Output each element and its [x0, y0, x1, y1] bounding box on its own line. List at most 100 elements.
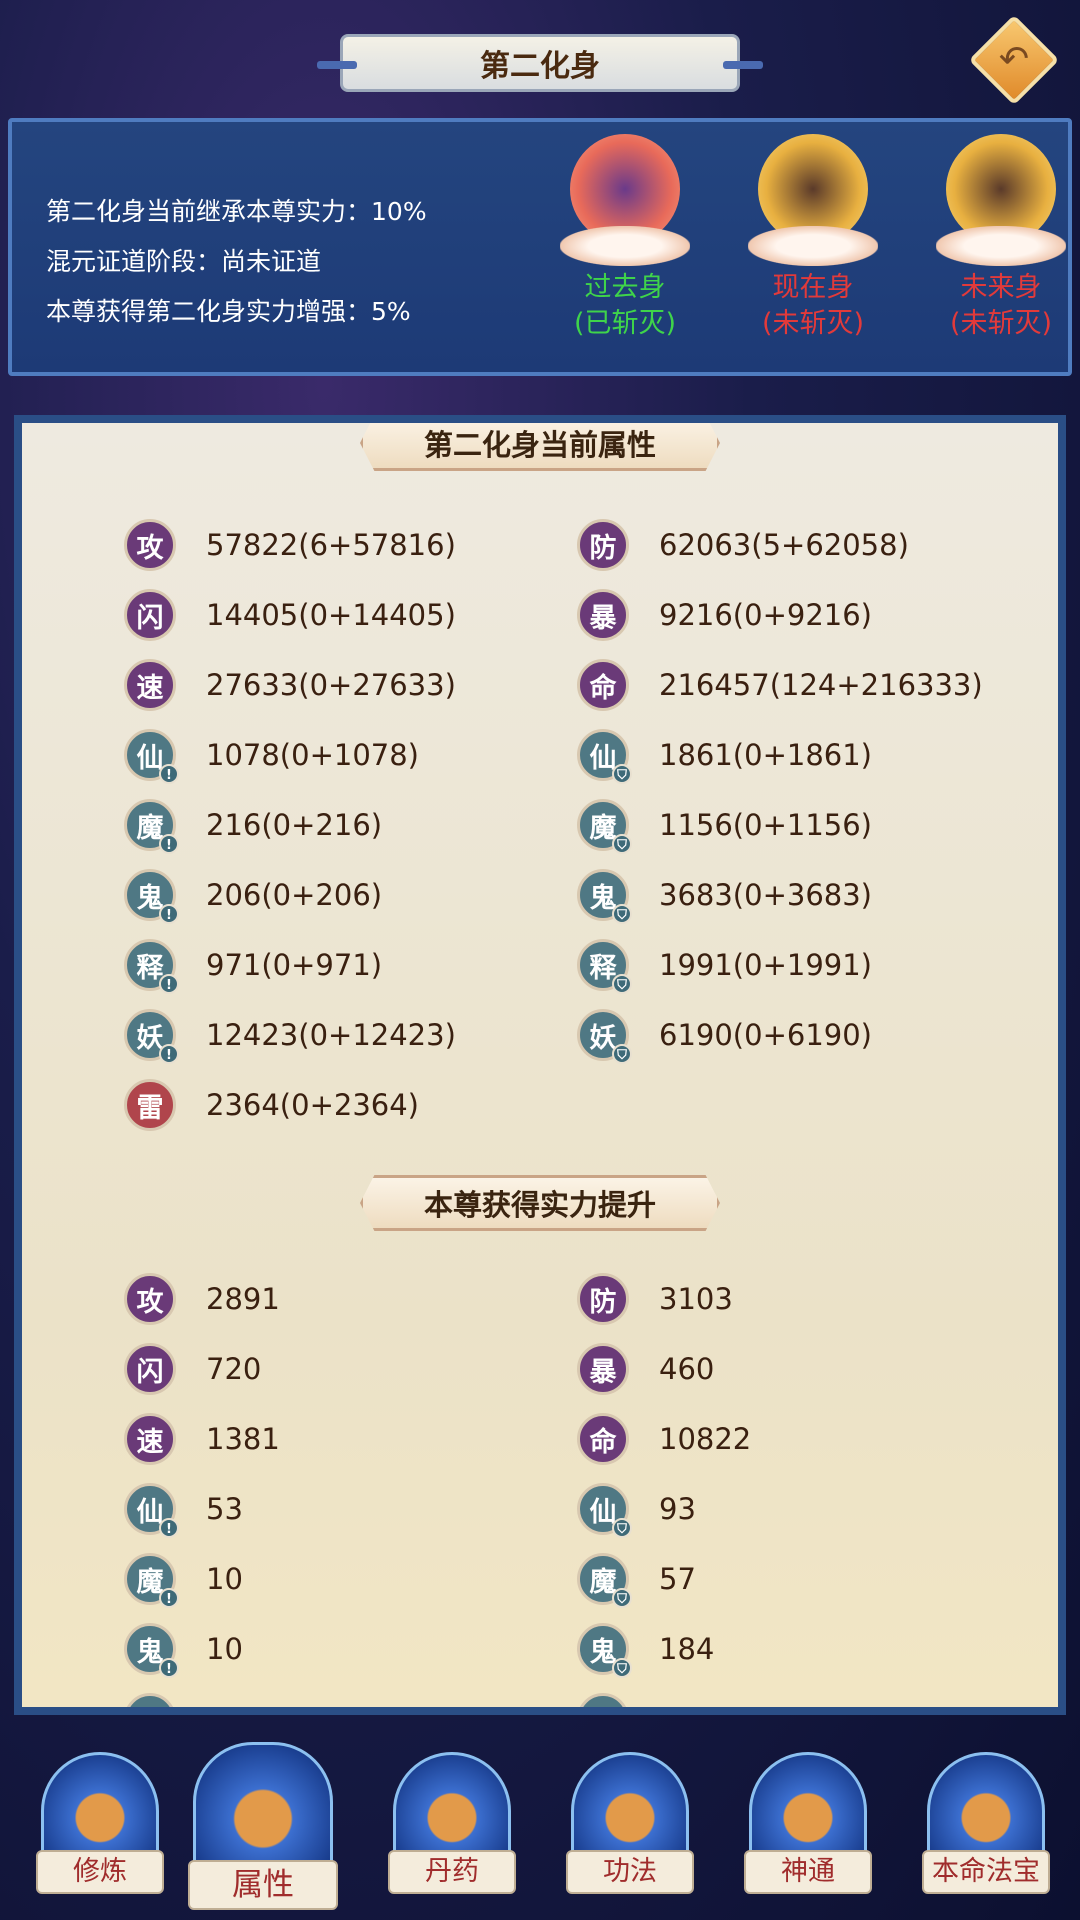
inherit-strength-text: 第二化身当前继承本尊实力：10% [46, 197, 427, 226]
body-name: 现在身 [772, 272, 854, 303]
shield-icon: ⛉ [612, 834, 632, 854]
nav-tab-4[interactable]: 神通 [738, 1752, 878, 1902]
attr-row: 鬼! 10 [124, 1621, 243, 1678]
attr-row: 命 216457(124+216333) [577, 657, 983, 713]
attr-row: 攻 57822(6+57816) [124, 517, 456, 573]
attr-value: 2891 [206, 1282, 280, 1316]
attr-row: 雷 2364(0+2364) [124, 1077, 419, 1133]
attr-row: 暴 9216(0+9216) [577, 587, 872, 643]
attr-value: 62063(5+62058) [659, 528, 909, 562]
shield-icon: ⛉ [612, 764, 632, 784]
attr-value: 48 [206, 1702, 243, 1707]
attr-value: 2364(0+2364) [206, 1088, 419, 1122]
attr-row: 仙! 53 [124, 1481, 243, 1538]
attr-icon: 仙 ⛉ [577, 729, 632, 784]
shield-icon: ⛉ [612, 904, 632, 924]
attack-mark-icon: ! [159, 1658, 179, 1678]
attr-icon: 魔! [124, 799, 179, 854]
avatar-body-1[interactable]: 现在身 (未斩灭) [738, 134, 888, 342]
attr-value: 216(0+216) [206, 808, 383, 842]
attr-icon: 命 [577, 659, 629, 711]
attr-icon: 防 [577, 519, 629, 571]
attr-icon: 攻 [124, 1273, 176, 1325]
attr-icon: 仙! [124, 729, 179, 784]
attr-value: 216457(124+216333) [659, 668, 983, 702]
attr-value: 1078(0+1078) [206, 738, 419, 772]
attr-value: 3683(0+3683) [659, 878, 872, 912]
attr-value: 1381 [206, 1422, 280, 1456]
attr-icon: 妖! [124, 1009, 179, 1064]
attr-row: 释! 971(0+971) [124, 937, 382, 994]
attr-value: 14405(0+14405) [206, 598, 456, 632]
nav-tab-3[interactable]: 功法 [560, 1752, 700, 1902]
attr-value: 10 [206, 1632, 243, 1666]
nav-label: 本命法宝 [922, 1850, 1050, 1894]
shield-icon: ⛉ [612, 974, 632, 994]
nav-label: 丹药 [388, 1850, 516, 1894]
current-attrs-header: 第二化身当前属性 [360, 423, 720, 471]
attr-row: 魔 ⛉ 1156(0+1156) [577, 797, 872, 854]
attr-icon: 攻 [124, 519, 176, 571]
attr-icon: 暴 [577, 589, 629, 641]
body-name: 过去身 [584, 272, 666, 303]
attr-value: 12423(0+12423) [206, 1018, 456, 1052]
attr-icon: 暴 [577, 1343, 629, 1395]
nav-tab-0[interactable]: 修炼 [30, 1752, 170, 1902]
attr-icon: 速 [124, 659, 176, 711]
attr-icon: 闪 [124, 589, 176, 641]
attr-row: 妖 ⛉ 6190(0+6190) [577, 1007, 872, 1064]
nav-tab-5[interactable]: 本命法宝 [916, 1752, 1056, 1902]
attr-row: 防 62063(5+62058) [577, 517, 909, 573]
attr-value: 57 [659, 1562, 696, 1596]
attr-value: 1861(0+1861) [659, 738, 872, 772]
attr-value: 9216(0+9216) [659, 598, 872, 632]
shield-icon: ⛉ [612, 1518, 632, 1538]
attr-value: 206(0+206) [206, 878, 383, 912]
back-button[interactable]: ↶ [968, 14, 1060, 106]
nav-tab-2[interactable]: 丹药 [382, 1752, 522, 1902]
attr-icon: 鬼 ⛉ [577, 869, 632, 924]
attr-icon: 鬼! [124, 1623, 179, 1678]
nav-label: 属性 [188, 1860, 338, 1910]
attr-value: 184 [659, 1632, 715, 1666]
attr-row: 鬼 ⛉ 3683(0+3683) [577, 867, 872, 924]
shield-icon: ⛉ [612, 1658, 632, 1678]
avatar-body-0[interactable]: 过去身 (已斩灭) [550, 134, 700, 342]
stats-panel[interactable]: 第二化身当前属性 攻 57822(6+57816) 防 62063(5+62058) 闪… [14, 415, 1066, 1715]
attr-value: 53 [206, 1492, 243, 1526]
attr-row: 妖! 12423(0+12423) [124, 1007, 456, 1064]
attributes-icon [193, 1742, 333, 1882]
attr-row: 速 1381 [124, 1411, 280, 1467]
attack-mark-icon: ! [159, 1518, 179, 1538]
attr-row: 仙 ⛉ 93 [577, 1481, 696, 1538]
attr-row: 暴 460 [577, 1341, 714, 1397]
body-status: (未斩灭) [761, 308, 865, 339]
attr-row: 闪 14405(0+14405) [124, 587, 456, 643]
nav-tab-1[interactable]: 属性 [185, 1742, 341, 1910]
info-panel: 第二化身当前继承本尊实力：10% 混元证道阶段：尚未证道 本尊获得第二化身实力增… [8, 118, 1072, 376]
body-name: 未来身 [960, 272, 1042, 303]
shield-icon: ⛉ [612, 1044, 632, 1064]
attack-mark-icon: ! [159, 1588, 179, 1608]
avatar-body-2[interactable]: 未来身 (未斩灭) [926, 134, 1076, 342]
attr-icon: 闪 [124, 1343, 176, 1395]
attr-row: 魔! 10 [124, 1551, 243, 1608]
stage-text: 混元证道阶段：尚未证道 [46, 247, 322, 276]
lotus-avatar-icon [748, 134, 878, 266]
attr-icon: 释! [124, 939, 179, 994]
attr-icon: 魔 ⛉ [577, 1553, 632, 1608]
attack-mark-icon: ! [159, 974, 179, 994]
attr-icon: 命 [577, 1413, 629, 1465]
attr-value: 1991(0+1991) [659, 948, 872, 982]
attr-row: 仙 ⛉ 1861(0+1861) [577, 727, 872, 784]
attr-value: 99 [659, 1702, 696, 1707]
lotus-avatar-icon [936, 134, 1066, 266]
attr-value: 93 [659, 1492, 696, 1526]
gain-attrs-header: 本尊获得实力提升 [360, 1175, 720, 1231]
attr-row: 释⛉ 99 [577, 1691, 696, 1707]
attr-value: 27633(0+27633) [206, 668, 456, 702]
attr-row: 释 ⛉ 1991(0+1991) [577, 937, 872, 994]
shield-icon: ⛉ [612, 1588, 632, 1608]
nav-label: 神通 [744, 1850, 872, 1894]
attr-row: 释! 48 [124, 1691, 243, 1707]
